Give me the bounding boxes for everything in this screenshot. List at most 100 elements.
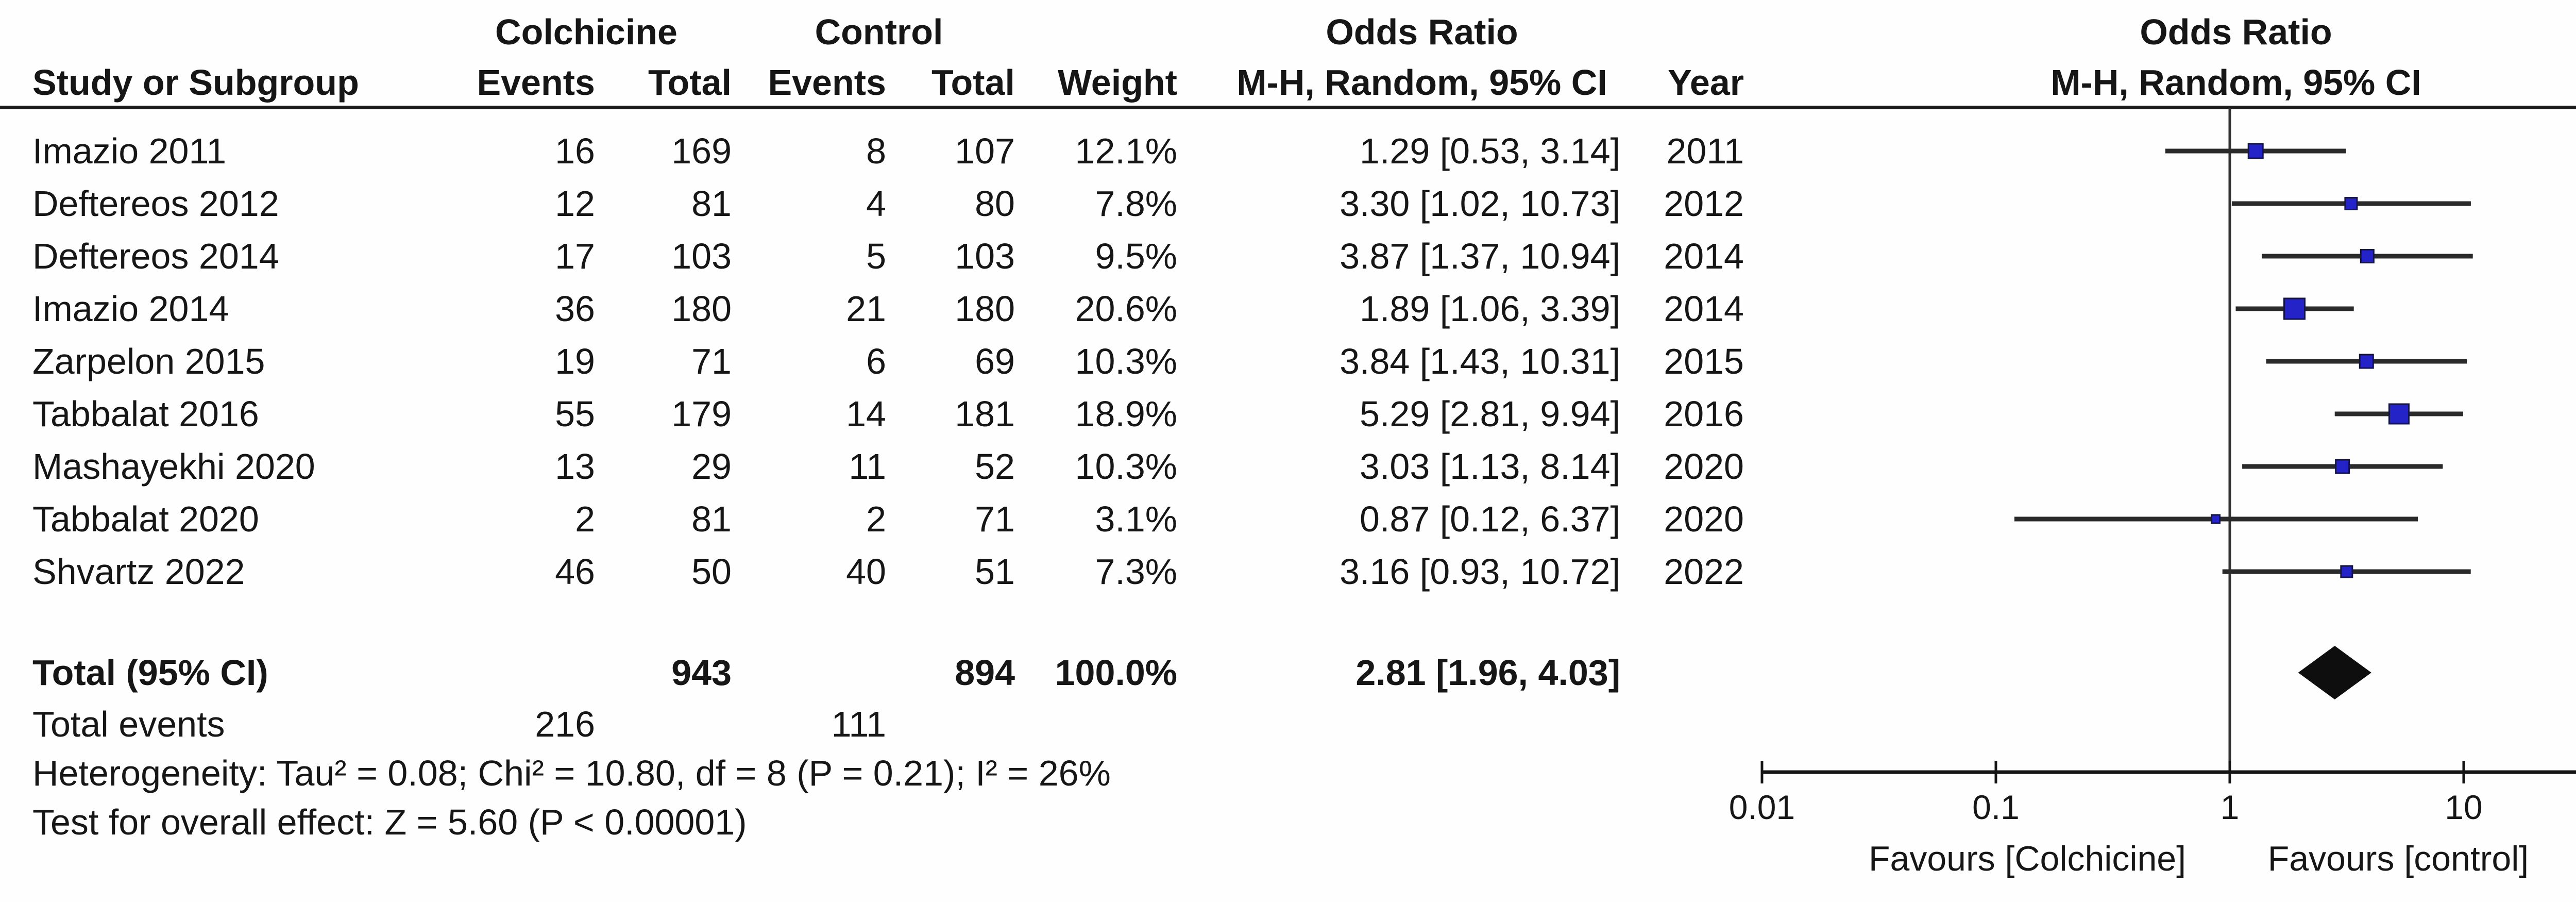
column-header-total-control: Total [931,62,1015,103]
year-cell: 2012 [1664,183,1744,224]
column-header-total-colchicine: Total [648,62,732,103]
favours-right-label: Favours [control] [2267,839,2529,878]
weight-cell: 10.3% [1075,341,1177,381]
group-header-control: Control [815,12,943,52]
total-control-cell: 107 [955,131,1015,171]
odds-ratio-cell: 0.87 [0.12, 6.37] [1360,499,1620,539]
odds-ratio-cell: 3.87 [1.37, 10.94] [1340,236,1620,276]
year-cell: 2020 [1664,499,1744,539]
weight-cell: 7.8% [1095,183,1177,224]
or-marker [2359,354,2374,369]
year-cell: 2020 [1664,446,1744,487]
or-marker [2340,565,2353,578]
column-header-year: Year [1668,62,1744,103]
weight-cell: 7.3% [1095,552,1177,592]
events-control-cell: 21 [846,289,886,329]
odds-ratio-cell: 1.29 [0.53, 3.14] [1360,131,1620,171]
weight-cell: 9.5% [1095,236,1177,276]
events-control-cell: 6 [866,341,886,381]
odds-ratio-cell: 5.29 [2.81, 9.94] [1360,394,1620,434]
events-colchicine-cell: 55 [555,394,595,434]
column-header-weight: Weight [1057,62,1177,103]
column-header-odds-ratio-left: Odds Ratio [1326,12,1518,52]
year-cell: 2014 [1664,236,1744,276]
total-colchicine-cell: 179 [671,394,732,434]
or-marker [2335,459,2350,474]
total-odds-ratio: 2.81 [1.96, 4.03] [1355,653,1620,693]
total-control-cell: 69 [975,341,1015,381]
total-events-label: Total events [32,704,225,744]
odds-ratio-cell: 3.30 [1.02, 10.73] [1340,183,1620,224]
column-header-odds-ratio-right: Odds Ratio [2140,12,2332,52]
events-colchicine-cell: 12 [555,183,595,224]
overall-effect-note: Test for overall effect: Z = 5.60 (P < 0… [32,802,747,842]
or-marker [2344,197,2358,210]
weight-cell: 20.6% [1075,289,1177,329]
column-header-events-colchicine: Events [477,62,595,103]
favours-left-label: Favours [Colchicine] [1868,839,2187,878]
study-name: Deftereos 2012 [32,183,279,224]
study-name: Tabbalat 2016 [32,394,259,434]
axis-tick-label: 10 [2445,788,2483,826]
total-control-cell: 181 [955,394,1015,434]
study-name: Imazio 2014 [32,289,229,329]
column-header-events-control: Events [768,62,886,103]
or-marker [2247,143,2264,159]
odds-ratio-cell: 3.03 [1.13, 8.14] [1360,446,1620,487]
group-header-colchicine: Colchicine [495,12,677,52]
year-cell: 2016 [1664,394,1744,434]
total-colchicine-cell: 180 [671,289,732,329]
events-control-cell: 14 [846,394,886,434]
axis-tick-label: 0.1 [1972,788,2020,826]
total-control-cell: 180 [955,289,1015,329]
weight-cell: 3.1% [1095,499,1177,539]
total-colchicine-cell: 29 [691,446,732,487]
events-colchicine-cell: 46 [555,552,595,592]
events-control-cell: 11 [849,446,886,487]
study-name: Mashayekhi 2020 [32,446,315,487]
total-control: 894 [955,653,1015,693]
weight-cell: 10.3% [1075,446,1177,487]
total-colchicine-cell: 71 [691,341,732,381]
odds-ratio-cell: 3.84 [1.43, 10.31] [1340,341,1620,381]
events-colchicine-cell: 19 [555,341,595,381]
heterogeneity-note: Heterogeneity: Tau² = 0.08; Chi² = 10.80… [32,753,1111,793]
events-control-cell: 4 [866,183,886,224]
events-control-cell: 2 [866,499,886,539]
column-header-study: Study or Subgroup [32,62,359,103]
total-control-cell: 80 [975,183,1015,224]
column-header-method-right: M-H, Random, 95% CI [2050,62,2421,103]
total-weight: 100.0% [1055,653,1177,693]
odds-ratio-cell: 1.89 [1.06, 3.39] [1360,289,1620,329]
total-colchicine-cell: 81 [691,183,732,224]
summary-diamond [2298,646,2371,699]
odds-ratio-cell: 3.16 [0.93, 10.72] [1340,552,1620,592]
or-marker [2283,297,2306,320]
total-colchicine-cell: 81 [691,499,732,539]
weight-cell: 12.1% [1075,131,1177,171]
events-colchicine-cell: 36 [555,289,595,329]
study-name: Zarpelon 2015 [32,341,265,381]
total-colchicine-cell: 103 [671,236,732,276]
or-marker [2211,514,2221,524]
or-marker [2388,403,2410,425]
study-name: Imazio 2011 [32,131,227,171]
total-colchicine: 943 [671,653,732,693]
events-colchicine-cell: 2 [575,499,595,539]
events-control-cell: 5 [866,236,886,276]
events-control-cell: 8 [866,131,886,171]
total-control-cell: 51 [975,552,1015,592]
axis-tick-label: 1 [2220,788,2240,826]
year-cell: 2015 [1664,341,1744,381]
events-colchicine-cell: 17 [555,236,595,276]
total-events-colchicine: 216 [535,704,595,744]
or-marker [2360,249,2375,263]
total-control-cell: 71 [975,499,1015,539]
year-cell: 2011 [1666,131,1744,171]
events-colchicine-cell: 13 [555,446,595,487]
events-colchicine-cell: 16 [555,131,595,171]
header-rule [0,106,2576,109]
total-row-label: Total (95% CI) [32,653,268,693]
